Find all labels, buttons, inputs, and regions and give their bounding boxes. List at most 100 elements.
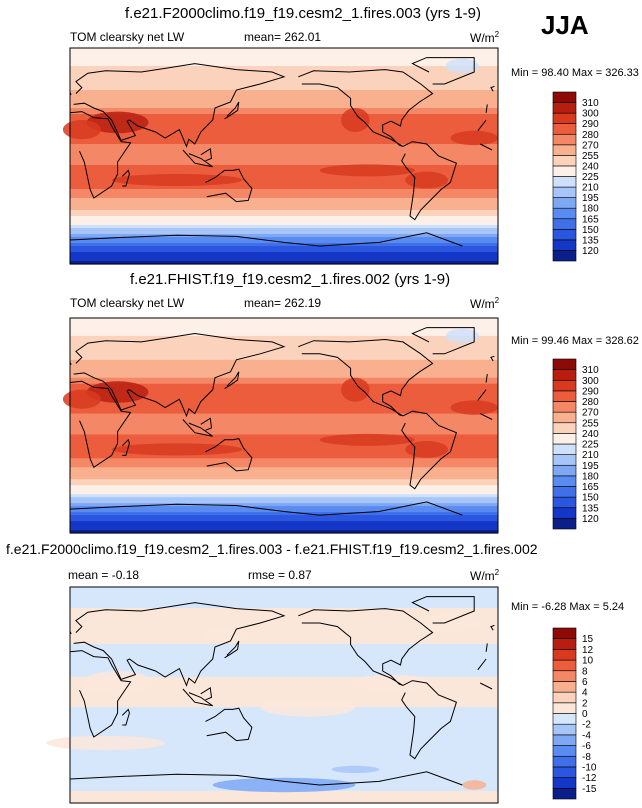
map-band (70, 362, 498, 367)
panel2-min-value: 99.46 (541, 335, 569, 347)
panel3-rmse-value: 0.87 (288, 568, 312, 582)
colorbar-tick-label: 210 (582, 183, 599, 194)
coastline (205, 707, 253, 742)
map-band (70, 443, 498, 448)
map-feature (405, 441, 449, 458)
map-band (70, 213, 498, 217)
map-band (70, 54, 498, 58)
coastline (200, 147, 213, 162)
map-feature (450, 130, 498, 146)
panel1-min-value: 98.40 (541, 67, 569, 79)
colorbar-swatch (552, 777, 577, 789)
colorbar-swatch (552, 250, 577, 262)
map-band (70, 746, 498, 750)
coastline (224, 640, 240, 659)
map-band (70, 665, 498, 669)
colorbar-tick-label: -2 (582, 720, 591, 731)
map-band (70, 123, 498, 127)
map-band (70, 473, 498, 477)
colorbar-tick-label: 180 (582, 471, 599, 482)
coastline (69, 771, 463, 786)
map-band (70, 198, 498, 202)
map-band (70, 611, 498, 615)
map-band (70, 638, 498, 642)
colorbar-tick-label: 290 (582, 386, 599, 397)
panel3-max-label: Max = (569, 601, 600, 613)
panel3-rmse: rmse = 0.87 (248, 568, 312, 582)
map-band (70, 410, 498, 415)
map-feature (46, 735, 166, 751)
map-band (70, 216, 498, 220)
map-band (70, 458, 498, 462)
coastline (121, 708, 130, 726)
colorbar-tick-label: 195 (582, 193, 599, 204)
panel3-title: f.e21.F2000climo.f19_f19.cesm2_1.fires.0… (6, 541, 538, 557)
map-band (70, 350, 498, 355)
colorbar-swatch (552, 681, 577, 693)
map-band (70, 641, 498, 645)
colorbar-swatch (552, 638, 577, 650)
coastline (69, 501, 463, 516)
map-band (70, 84, 498, 88)
colorbar-tick-label: 280 (582, 130, 599, 141)
colorbar-tick-label: 240 (582, 161, 599, 172)
map-band (70, 204, 498, 208)
panel3-max-value: 5.24 (602, 601, 625, 613)
map-band (70, 602, 498, 606)
panel1-max-value: 326.33 (605, 67, 639, 79)
map-band (70, 81, 498, 85)
colorbar-swatch (552, 165, 577, 177)
map-band (70, 467, 498, 471)
panel1-minmax: Min = 98.40 Max = 326.33 (511, 67, 639, 79)
map-feature (62, 389, 101, 409)
map-band (70, 500, 498, 504)
map-feature (445, 58, 479, 74)
colorbar-swatch (552, 475, 577, 487)
colorbar-tick-label: 4 (582, 688, 588, 699)
map-band (70, 686, 498, 690)
units-base: W/m (470, 31, 495, 45)
map-band (70, 261, 498, 265)
map-band (70, 743, 498, 747)
map-band (70, 114, 498, 118)
coastline (411, 57, 475, 85)
colorbar-tick-label: 195 (582, 461, 599, 472)
coastline (182, 149, 213, 168)
map-band (70, 126, 498, 130)
colorbar-swatch (552, 91, 577, 103)
panel1-max-label: Max = (571, 67, 603, 79)
coastline (205, 438, 253, 472)
map-band (70, 404, 498, 409)
panel1-mean-value: 262.01 (284, 30, 322, 44)
map-band (70, 371, 498, 376)
panel3-units: W/m2 (470, 568, 499, 583)
colorbar-tick-label: 225 (582, 172, 599, 183)
map-band (70, 653, 498, 657)
colorbar-tick-label: 310 (582, 365, 599, 376)
map-band (70, 219, 498, 223)
map-band (70, 650, 498, 654)
map-band (70, 791, 498, 795)
colorbar-swatch (552, 464, 577, 477)
map-band (70, 150, 498, 154)
coastline (182, 688, 213, 707)
map-band (70, 632, 498, 636)
map-band (70, 674, 498, 678)
map-band (70, 162, 498, 166)
map-band (70, 761, 498, 765)
map-band (70, 111, 498, 115)
colorbar-tick-label: 270 (582, 140, 599, 151)
map-band (70, 177, 498, 181)
map-band (70, 159, 498, 163)
map-feature (81, 671, 154, 695)
map-band (70, 255, 498, 259)
map-band (70, 60, 498, 64)
map-feature (341, 108, 370, 132)
colorbar-tick-label: 255 (582, 151, 599, 162)
map-band (70, 138, 498, 142)
map-band (70, 222, 498, 226)
colorbar-swatch (552, 691, 577, 704)
colorbar-swatch (552, 670, 577, 682)
colorbar-tick-label: 280 (582, 397, 599, 408)
map-band (70, 234, 498, 238)
